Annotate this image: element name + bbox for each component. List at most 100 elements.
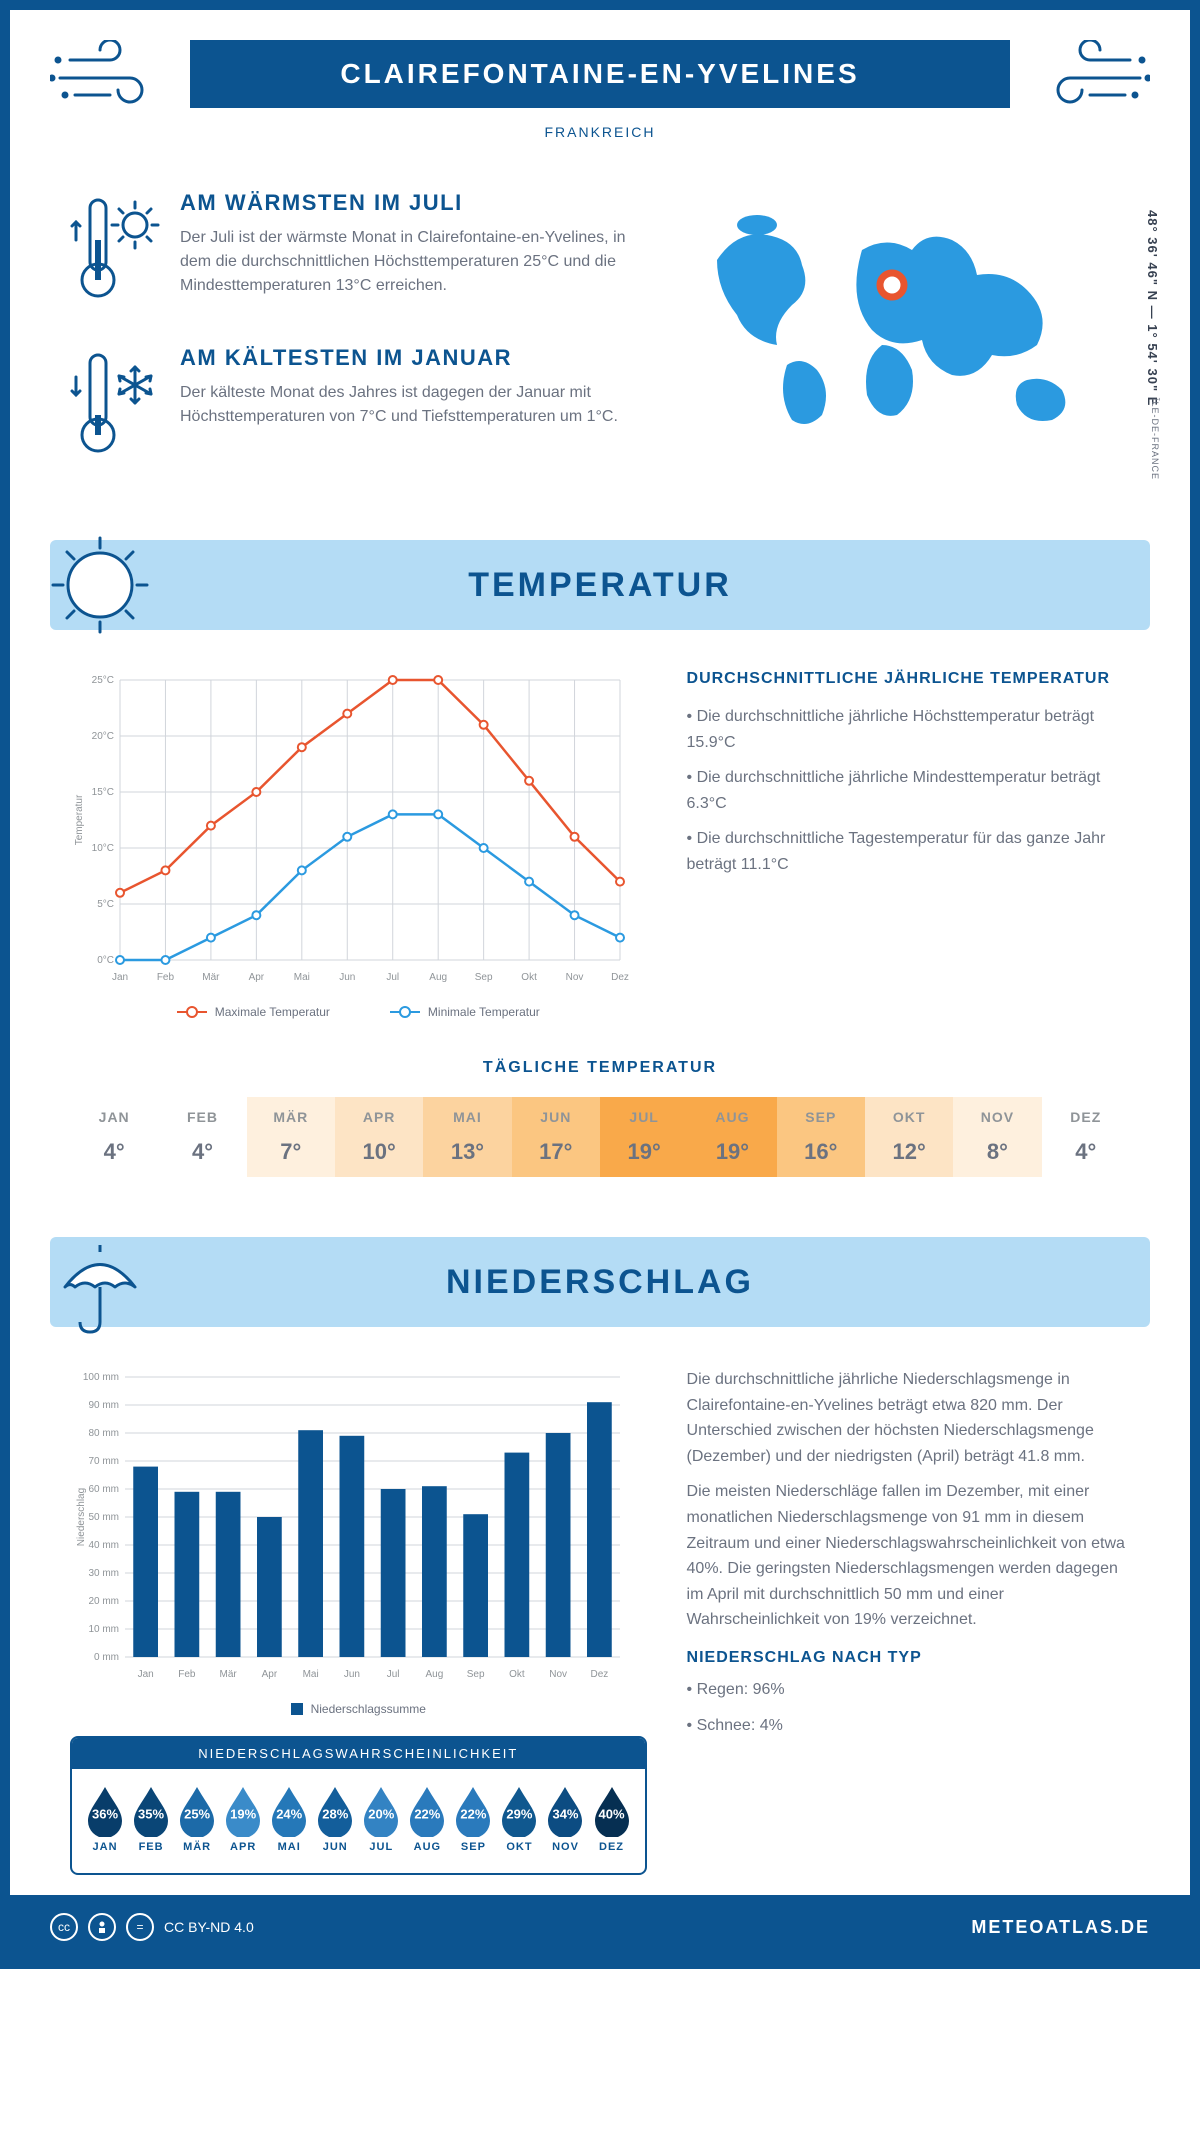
drop-percent: 28% <box>322 1806 348 1821</box>
probability-cell: 19%APR <box>220 1785 266 1853</box>
daily-temp-cell: DEZ 4° <box>1042 1097 1130 1177</box>
dt-month: NOV <box>953 1109 1041 1125</box>
svg-text:Nov: Nov <box>549 1669 567 1680</box>
warmest-block: AM WÄRMSTEN IM JULI Der Juli ist der wär… <box>70 190 647 315</box>
dt-value: 4° <box>1042 1139 1130 1165</box>
precip-type-title: NIEDERSCHLAG NACH TYP <box>687 1649 1130 1667</box>
precip-legend: Niederschlagssumme <box>70 1702 647 1716</box>
svg-text:Jan: Jan <box>112 972 128 983</box>
dt-value: 19° <box>688 1139 776 1165</box>
svg-text:0°C: 0°C <box>97 955 114 966</box>
coldest-text: AM KÄLTESTEN IM JANUAR Der kälteste Mona… <box>180 345 647 470</box>
drop-percent: 35% <box>138 1806 164 1821</box>
svg-text:5°C: 5°C <box>97 899 114 910</box>
precip-section-title: NIEDERSCHLAG <box>446 1263 754 1302</box>
svg-text:Dez: Dez <box>611 972 629 983</box>
thermometer-snow-icon <box>70 345 160 470</box>
svg-text:Jul: Jul <box>387 1669 400 1680</box>
raindrop-icon: 35% <box>130 1785 172 1837</box>
warmest-title: AM WÄRMSTEN IM JULI <box>180 190 647 216</box>
drop-percent: 24% <box>276 1806 302 1821</box>
dt-value: 4° <box>70 1139 158 1165</box>
daily-temp-cell: APR 10° <box>335 1097 423 1177</box>
svg-text:Okt: Okt <box>521 972 537 983</box>
dt-value: 17° <box>512 1139 600 1165</box>
raindrop-icon: 29% <box>498 1785 540 1837</box>
raindrop-icon: 25% <box>176 1785 218 1837</box>
drop-percent: 25% <box>184 1806 210 1821</box>
precip-type-item: • Regen: 96% <box>687 1677 1130 1703</box>
svg-text:Aug: Aug <box>429 972 447 983</box>
coldest-title: AM KÄLTESTEN IM JANUAR <box>180 345 647 371</box>
temp-text-box: DURCHSCHNITTLICHE JÄHRLICHE TEMPERATUR •… <box>687 670 1130 1019</box>
raindrop-icon: 40% <box>591 1785 633 1837</box>
daily-temp-cell: OKT12° <box>865 1097 953 1177</box>
temp-bullet: • Die durchschnittliche Tagestemperatur … <box>687 826 1130 877</box>
title-banner: CLAIREFONTAINE-EN-YVELINES <box>190 40 1010 108</box>
probability-cell: 40%DEZ <box>589 1785 635 1853</box>
dt-value: 16° <box>777 1139 865 1165</box>
prob-month: FEB <box>128 1841 174 1853</box>
dt-value: 13° <box>423 1139 511 1165</box>
prob-month: MÄR <box>174 1841 220 1853</box>
footer: cc = CC BY-ND 4.0 METEOATLAS.DE <box>10 1895 1190 1959</box>
dt-month: DEZ <box>1042 1109 1130 1125</box>
dt-month: SEP <box>777 1109 865 1125</box>
svg-text:Okt: Okt <box>509 1669 525 1680</box>
daily-temp-section: TÄGLICHE TEMPERATUR JAN4°FEB4°MÄR7°APR10… <box>10 1039 1190 1217</box>
drop-percent: 22% <box>460 1806 486 1821</box>
svg-text:Dez: Dez <box>590 1669 608 1680</box>
raindrop-icon: 20% <box>360 1785 402 1837</box>
svg-text:Jun: Jun <box>344 1669 360 1680</box>
probability-cell: 29%OKT <box>496 1785 542 1853</box>
drop-percent: 22% <box>414 1806 440 1821</box>
svg-text:80 mm: 80 mm <box>88 1428 119 1439</box>
svg-text:Mai: Mai <box>294 972 310 983</box>
legend-min: .legend-item:nth-child(2) .legend-line::… <box>390 1005 540 1019</box>
svg-text:20 mm: 20 mm <box>88 1596 119 1607</box>
dt-value: 4° <box>158 1139 246 1165</box>
thermometer-sun-icon <box>70 190 160 315</box>
daily-temp-cell: FEB4° <box>158 1097 246 1177</box>
svg-text:Feb: Feb <box>157 972 175 983</box>
region-label: ÎLE-DE-FRANCE <box>1150 398 1160 480</box>
precip-chart-row: 0 mm10 mm20 mm30 mm40 mm50 mm60 mm70 mm8… <box>10 1327 1190 1895</box>
drop-percent: 34% <box>552 1806 578 1821</box>
svg-text:Sep: Sep <box>475 972 493 983</box>
dt-month: MÄR <box>247 1109 335 1125</box>
drop-percent: 19% <box>230 1806 256 1821</box>
precip-text-box: Die durchschnittliche jährliche Niedersc… <box>687 1367 1130 1875</box>
dt-month: APR <box>335 1109 423 1125</box>
temp-legend: .legend-item:nth-child(1) .legend-line::… <box>70 1005 647 1019</box>
probability-cell: 36%JAN <box>82 1785 128 1853</box>
svg-text:70 mm: 70 mm <box>88 1456 119 1467</box>
precip-paragraph: Die meisten Niederschläge fallen im Deze… <box>687 1479 1130 1633</box>
umbrella-icon <box>40 1227 160 1342</box>
svg-text:Jan: Jan <box>138 1669 154 1680</box>
svg-text:Mai: Mai <box>303 1669 319 1680</box>
dt-value: 10° <box>335 1139 423 1165</box>
temp-section-title: TEMPERATUR <box>468 566 732 605</box>
temp-bullet: • Die durchschnittliche jährliche Mindes… <box>687 765 1130 816</box>
svg-text:25°C: 25°C <box>92 675 114 686</box>
precip-section-header: NIEDERSCHLAG <box>50 1237 1150 1327</box>
drop-percent: 29% <box>506 1806 532 1821</box>
header: CLAIREFONTAINE-EN-YVELINES FRANKREICH <box>10 10 1190 160</box>
prob-month: JUL <box>358 1841 404 1853</box>
warmest-body: Der Juli ist der wärmste Monat in Claire… <box>180 226 647 298</box>
svg-text:Jun: Jun <box>339 972 355 983</box>
prob-month: JUN <box>312 1841 358 1853</box>
svg-text:Mär: Mär <box>220 1669 238 1680</box>
dt-value: 19° <box>600 1139 688 1165</box>
temp-chart-row: 0°C5°C10°C15°C20°C25°CJanFebMärAprMaiJun… <box>10 630 1190 1039</box>
svg-text:30 mm: 30 mm <box>88 1568 119 1579</box>
by-icon <box>88 1913 116 1941</box>
world-map-box: 48° 36' 46" N — 1° 54' 30" E ÎLE-DE-FRAN… <box>687 190 1130 500</box>
dt-month: JUL <box>600 1109 688 1125</box>
svg-text:15°C: 15°C <box>92 787 114 798</box>
probability-cell: 34%NOV <box>542 1785 588 1853</box>
page-title: CLAIREFONTAINE-EN-YVELINES <box>230 58 970 90</box>
probability-cell: 28% JUN <box>312 1785 358 1853</box>
probability-row: 36%JAN35%FEB25%MÄR19%APR24%MAI28%JUN20%J… <box>72 1769 645 1853</box>
svg-text:Temperatur: Temperatur <box>74 794 85 845</box>
